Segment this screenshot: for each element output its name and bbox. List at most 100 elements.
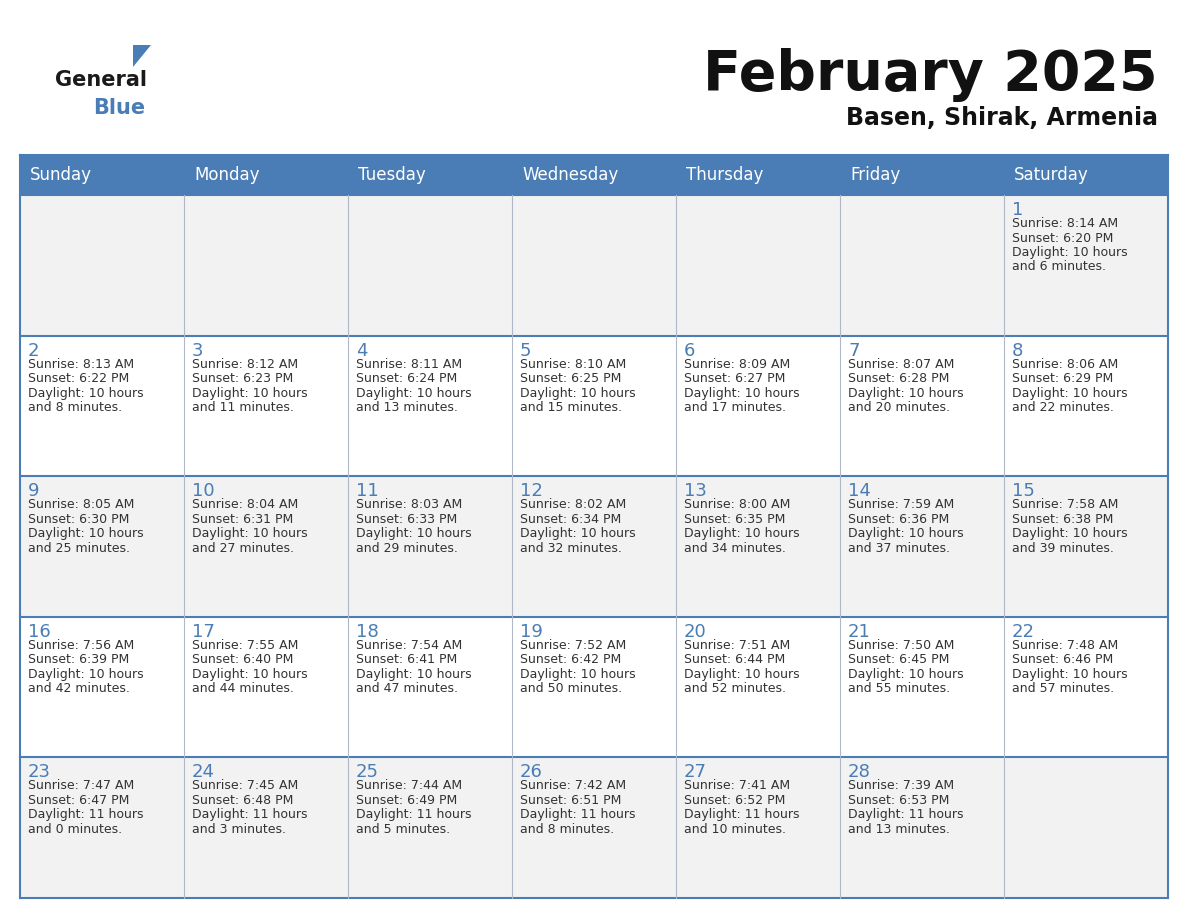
Text: Daylight: 10 hours: Daylight: 10 hours <box>848 667 963 681</box>
Text: Sunrise: 7:39 AM: Sunrise: 7:39 AM <box>848 779 954 792</box>
Bar <box>20 476 1168 617</box>
Text: 18: 18 <box>356 622 379 641</box>
Text: and 44 minutes.: and 44 minutes. <box>192 682 293 695</box>
Text: 8: 8 <box>1012 341 1023 360</box>
Text: 24: 24 <box>192 764 215 781</box>
Text: Sunrise: 8:14 AM: Sunrise: 8:14 AM <box>1012 217 1118 230</box>
Text: Sunset: 6:47 PM: Sunset: 6:47 PM <box>29 794 129 807</box>
Text: Sunset: 6:41 PM: Sunset: 6:41 PM <box>356 654 457 666</box>
Text: Sunrise: 8:11 AM: Sunrise: 8:11 AM <box>356 358 462 371</box>
Text: Daylight: 10 hours: Daylight: 10 hours <box>1012 527 1127 540</box>
Text: Daylight: 11 hours: Daylight: 11 hours <box>29 809 144 822</box>
Text: General: General <box>55 70 147 90</box>
Text: 26: 26 <box>520 764 543 781</box>
Text: Daylight: 10 hours: Daylight: 10 hours <box>192 386 308 399</box>
Text: Sunrise: 7:45 AM: Sunrise: 7:45 AM <box>192 779 298 792</box>
Text: Sunrise: 7:51 AM: Sunrise: 7:51 AM <box>684 639 790 652</box>
Text: Sunrise: 8:03 AM: Sunrise: 8:03 AM <box>356 498 462 511</box>
Text: Daylight: 10 hours: Daylight: 10 hours <box>1012 386 1127 399</box>
Text: 17: 17 <box>192 622 215 641</box>
Text: 13: 13 <box>684 482 707 500</box>
Text: Daylight: 10 hours: Daylight: 10 hours <box>29 667 144 681</box>
Text: and 25 minutes.: and 25 minutes. <box>29 542 129 554</box>
Text: and 6 minutes.: and 6 minutes. <box>1012 261 1106 274</box>
Text: and 8 minutes.: and 8 minutes. <box>29 401 122 414</box>
Text: Daylight: 10 hours: Daylight: 10 hours <box>684 527 800 540</box>
Text: Sunset: 6:25 PM: Sunset: 6:25 PM <box>520 372 621 385</box>
Text: Daylight: 11 hours: Daylight: 11 hours <box>192 809 308 822</box>
Text: Sunset: 6:22 PM: Sunset: 6:22 PM <box>29 372 129 385</box>
Text: and 32 minutes.: and 32 minutes. <box>520 542 621 554</box>
Text: Sunset: 6:35 PM: Sunset: 6:35 PM <box>684 512 785 526</box>
Text: 27: 27 <box>684 764 707 781</box>
Text: Sunrise: 7:55 AM: Sunrise: 7:55 AM <box>192 639 298 652</box>
Text: Sunrise: 7:42 AM: Sunrise: 7:42 AM <box>520 779 626 792</box>
Text: Daylight: 10 hours: Daylight: 10 hours <box>1012 667 1127 681</box>
Text: Wednesday: Wednesday <box>522 166 618 184</box>
Text: Daylight: 10 hours: Daylight: 10 hours <box>29 386 144 399</box>
Text: Daylight: 10 hours: Daylight: 10 hours <box>356 667 472 681</box>
Text: Sunrise: 7:48 AM: Sunrise: 7:48 AM <box>1012 639 1118 652</box>
Text: Sunset: 6:44 PM: Sunset: 6:44 PM <box>684 654 785 666</box>
Text: Sunset: 6:23 PM: Sunset: 6:23 PM <box>192 372 293 385</box>
Text: and 27 minutes.: and 27 minutes. <box>192 542 293 554</box>
Text: Sunday: Sunday <box>30 166 91 184</box>
Text: and 10 minutes.: and 10 minutes. <box>684 823 786 836</box>
Text: Sunrise: 7:59 AM: Sunrise: 7:59 AM <box>848 498 954 511</box>
Text: Sunrise: 8:02 AM: Sunrise: 8:02 AM <box>520 498 626 511</box>
Text: Sunset: 6:40 PM: Sunset: 6:40 PM <box>192 654 293 666</box>
Bar <box>20 195 1168 336</box>
Text: Sunset: 6:52 PM: Sunset: 6:52 PM <box>684 794 785 807</box>
Text: Sunset: 6:24 PM: Sunset: 6:24 PM <box>356 372 457 385</box>
Text: 20: 20 <box>684 622 707 641</box>
Text: Monday: Monday <box>194 166 259 184</box>
Text: and 15 minutes.: and 15 minutes. <box>520 401 623 414</box>
Text: Sunrise: 7:47 AM: Sunrise: 7:47 AM <box>29 779 134 792</box>
Text: and 17 minutes.: and 17 minutes. <box>684 401 786 414</box>
Text: Daylight: 10 hours: Daylight: 10 hours <box>29 527 144 540</box>
Text: Daylight: 11 hours: Daylight: 11 hours <box>356 809 472 822</box>
Text: Daylight: 10 hours: Daylight: 10 hours <box>848 386 963 399</box>
Text: 22: 22 <box>1012 622 1035 641</box>
Text: Daylight: 10 hours: Daylight: 10 hours <box>1012 246 1127 259</box>
Text: Sunset: 6:48 PM: Sunset: 6:48 PM <box>192 794 293 807</box>
Text: Sunrise: 8:09 AM: Sunrise: 8:09 AM <box>684 358 790 371</box>
Bar <box>20 617 1168 757</box>
Text: Friday: Friday <box>849 166 901 184</box>
Text: 4: 4 <box>356 341 367 360</box>
Text: Sunset: 6:46 PM: Sunset: 6:46 PM <box>1012 654 1113 666</box>
Text: Sunrise: 8:06 AM: Sunrise: 8:06 AM <box>1012 358 1118 371</box>
Text: 5: 5 <box>520 341 531 360</box>
Text: 19: 19 <box>520 622 543 641</box>
Text: Sunset: 6:28 PM: Sunset: 6:28 PM <box>848 372 949 385</box>
Text: Sunset: 6:39 PM: Sunset: 6:39 PM <box>29 654 129 666</box>
Text: Sunset: 6:53 PM: Sunset: 6:53 PM <box>848 794 949 807</box>
Text: Daylight: 10 hours: Daylight: 10 hours <box>684 667 800 681</box>
Text: Sunset: 6:29 PM: Sunset: 6:29 PM <box>1012 372 1113 385</box>
Text: Sunset: 6:45 PM: Sunset: 6:45 PM <box>848 654 949 666</box>
Text: and 37 minutes.: and 37 minutes. <box>848 542 950 554</box>
Bar <box>20 757 1168 898</box>
Text: and 22 minutes.: and 22 minutes. <box>1012 401 1114 414</box>
Text: Daylight: 11 hours: Daylight: 11 hours <box>684 809 800 822</box>
Text: Sunrise: 8:04 AM: Sunrise: 8:04 AM <box>192 498 298 511</box>
Text: Sunrise: 7:52 AM: Sunrise: 7:52 AM <box>520 639 626 652</box>
Text: Daylight: 10 hours: Daylight: 10 hours <box>684 386 800 399</box>
Text: and 5 minutes.: and 5 minutes. <box>356 823 450 836</box>
Text: February 2025: February 2025 <box>703 48 1158 102</box>
Text: and 39 minutes.: and 39 minutes. <box>1012 542 1114 554</box>
Text: Daylight: 10 hours: Daylight: 10 hours <box>520 527 636 540</box>
Text: Sunrise: 8:05 AM: Sunrise: 8:05 AM <box>29 498 134 511</box>
Text: 10: 10 <box>192 482 215 500</box>
Text: Sunrise: 7:56 AM: Sunrise: 7:56 AM <box>29 639 134 652</box>
Text: Daylight: 11 hours: Daylight: 11 hours <box>520 809 636 822</box>
Text: Sunset: 6:27 PM: Sunset: 6:27 PM <box>684 372 785 385</box>
Bar <box>20 336 1168 476</box>
Text: Sunset: 6:30 PM: Sunset: 6:30 PM <box>29 512 129 526</box>
Text: Sunrise: 7:58 AM: Sunrise: 7:58 AM <box>1012 498 1118 511</box>
Text: 6: 6 <box>684 341 695 360</box>
Text: Sunrise: 8:12 AM: Sunrise: 8:12 AM <box>192 358 298 371</box>
Text: Sunrise: 7:41 AM: Sunrise: 7:41 AM <box>684 779 790 792</box>
Text: 9: 9 <box>29 482 39 500</box>
Text: and 0 minutes.: and 0 minutes. <box>29 823 122 836</box>
